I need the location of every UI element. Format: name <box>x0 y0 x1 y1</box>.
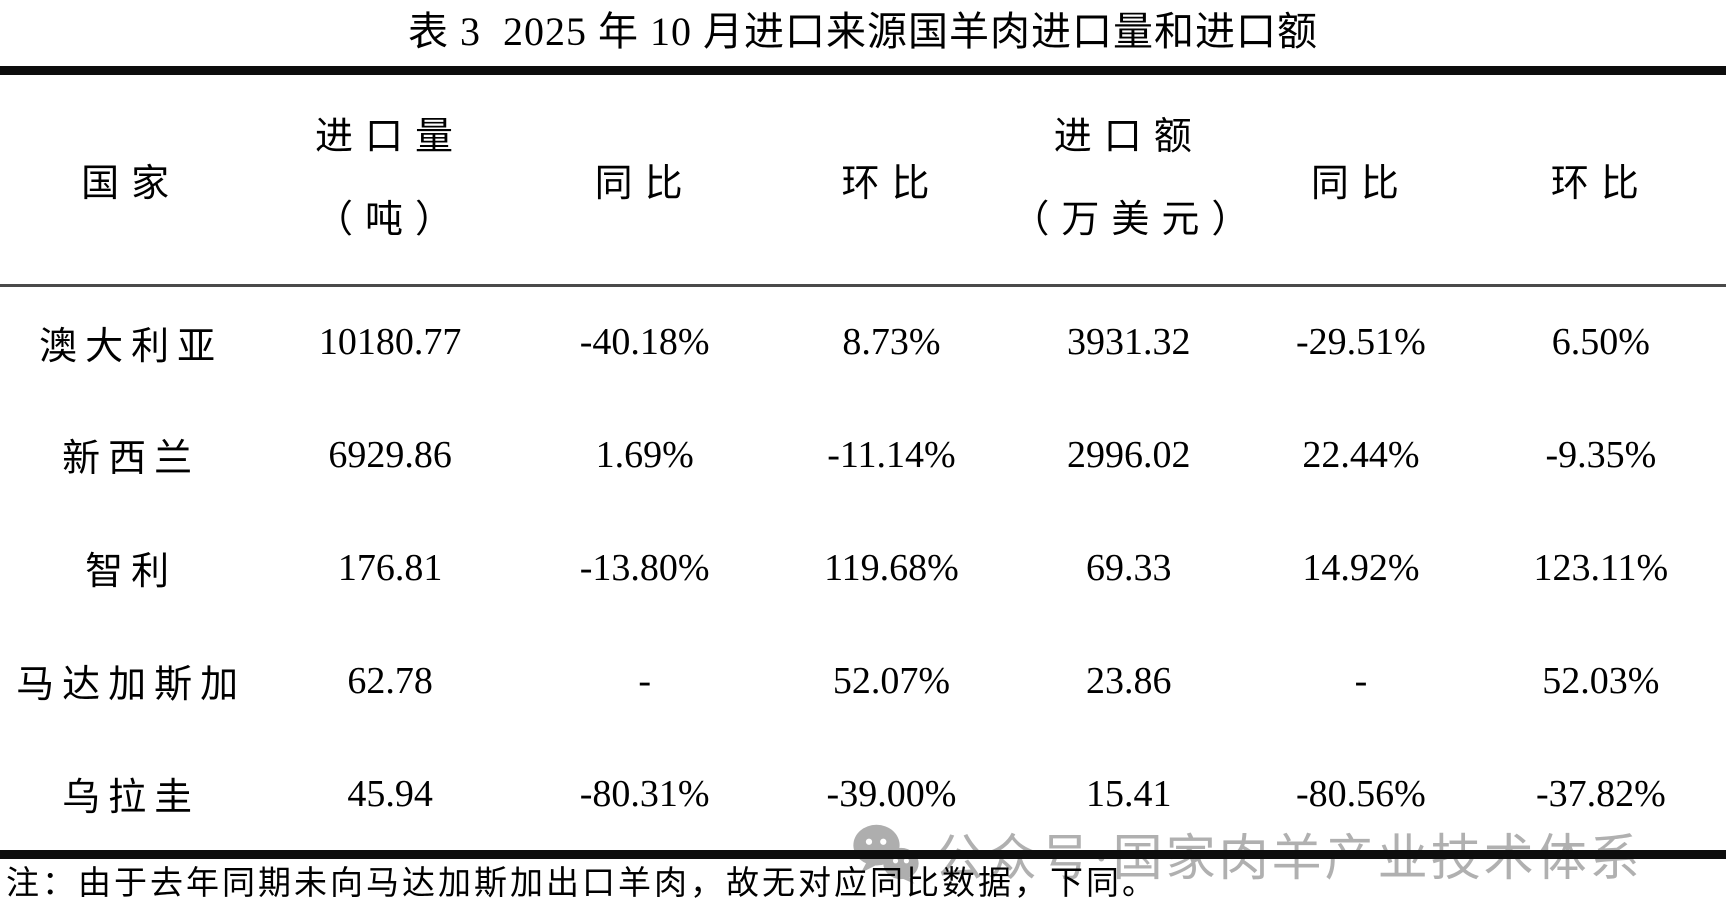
cell-volume: 62.78 <box>347 659 433 702</box>
footnote: 注：由于去年同期未向马达加斯加出口羊肉，故无对应同比数据，下同。 <box>6 866 1158 902</box>
cell-value-yoy: -29.51% <box>1296 321 1426 364</box>
top-rule <box>0 66 1726 75</box>
header-row: 国家 进口量 （吨） 同比 环比 进口额 （万美元） 同比 环比 <box>0 75 1726 287</box>
header-value-yoy: 同比 <box>1246 75 1476 287</box>
header-import-value: 进口额 （万美元） <box>1011 75 1262 287</box>
cell-value-yoy: - <box>1354 659 1368 702</box>
cell-value: 2996.02 <box>1067 433 1191 476</box>
header-import-value-line1: 进口额 <box>1053 115 1204 158</box>
cell-country: 澳大利亚 <box>39 325 224 368</box>
cell-value-mom: 6.50% <box>1551 321 1650 364</box>
cell-volume-yoy: 1.69% <box>595 433 694 476</box>
header-import-volume: 进口量 （吨） <box>262 75 518 287</box>
table-body: 澳大利亚 10180.77 -40.18% 8.73% 3931.32 -29.… <box>0 285 1726 850</box>
cell-volume-mom: -11.14% <box>827 433 956 476</box>
cell-value-yoy: -80.56% <box>1296 772 1426 815</box>
table-row-chile: 智利 176.81 -13.80% 119.68% 69.33 14.92% 1… <box>0 511 1726 624</box>
cell-volume-mom: 119.68% <box>824 546 959 589</box>
cell-value: 69.33 <box>1086 546 1172 589</box>
header-import-value-line2: （万美元） <box>1011 199 1262 242</box>
table-row-uruguay: 乌拉圭 45.94 -80.31% -39.00% 15.41 -80.56% … <box>0 737 1726 850</box>
cell-volume-mom: 52.07% <box>832 659 951 702</box>
cell-volume-yoy: -13.80% <box>579 546 710 589</box>
cell-country: 乌拉圭 <box>62 777 201 819</box>
cell-country: 新西兰 <box>62 438 201 480</box>
table-row-australia: 澳大利亚 10180.77 -40.18% 8.73% 3931.32 -29.… <box>0 285 1726 398</box>
table-header: 国家 进口量 （吨） 同比 环比 进口额 （万美元） 同比 环比 <box>0 75 1726 287</box>
cell-value-mom: 52.03% <box>1542 659 1660 702</box>
cell-value-mom: -9.35% <box>1545 433 1657 476</box>
header-volume-mom: 环比 <box>771 75 1012 287</box>
cell-volume: 6929.86 <box>328 433 452 476</box>
bottom-rule <box>0 850 1726 859</box>
header-country: 国家 <box>0 75 263 287</box>
cell-country: 智利 <box>85 551 178 593</box>
cell-volume-yoy: -80.31% <box>579 772 710 815</box>
cell-value-mom: -37.82% <box>1535 772 1666 815</box>
cell-volume-mom: 8.73% <box>842 321 941 364</box>
header-import-volume-line2: （吨） <box>315 199 466 242</box>
cell-volume: 176.81 <box>337 546 443 589</box>
cell-volume: 45.94 <box>347 772 433 815</box>
cell-value: 23.86 <box>1086 659 1172 702</box>
cell-volume: 10180.77 <box>318 321 462 364</box>
cell-value: 15.41 <box>1086 772 1172 815</box>
cell-value-yoy: 14.92% <box>1302 546 1420 589</box>
table-row-madagascar: 马达加斯加 62.78 - 52.07% 23.86 - 52.03% <box>0 624 1726 737</box>
cell-volume-yoy: -40.18% <box>579 321 710 364</box>
header-volume-yoy: 同比 <box>517 75 772 287</box>
cell-value-mom: 123.11% <box>1533 546 1669 589</box>
cell-volume-yoy: - <box>638 659 651 702</box>
cell-value: 3931.32 <box>1067 321 1191 364</box>
table-row-new-zealand: 新西兰 6929.86 1.69% -11.14% 2996.02 22.44%… <box>0 398 1726 511</box>
cell-volume-mom: -39.00% <box>826 772 957 815</box>
imports-table: 国家 进口量 （吨） 同比 环比 进口额 （万美元） 同比 环比 <box>0 75 1726 850</box>
cell-value-yoy: 22.44% <box>1302 433 1420 476</box>
header-value-mom: 环比 <box>1475 75 1726 287</box>
cell-country: 马达加斯加 <box>16 664 247 706</box>
header-import-volume-line1: 进口量 <box>315 115 466 158</box>
table-title: 表 3 2025 年 10 月进口来源国羊肉进口量和进口额 <box>408 9 1318 54</box>
